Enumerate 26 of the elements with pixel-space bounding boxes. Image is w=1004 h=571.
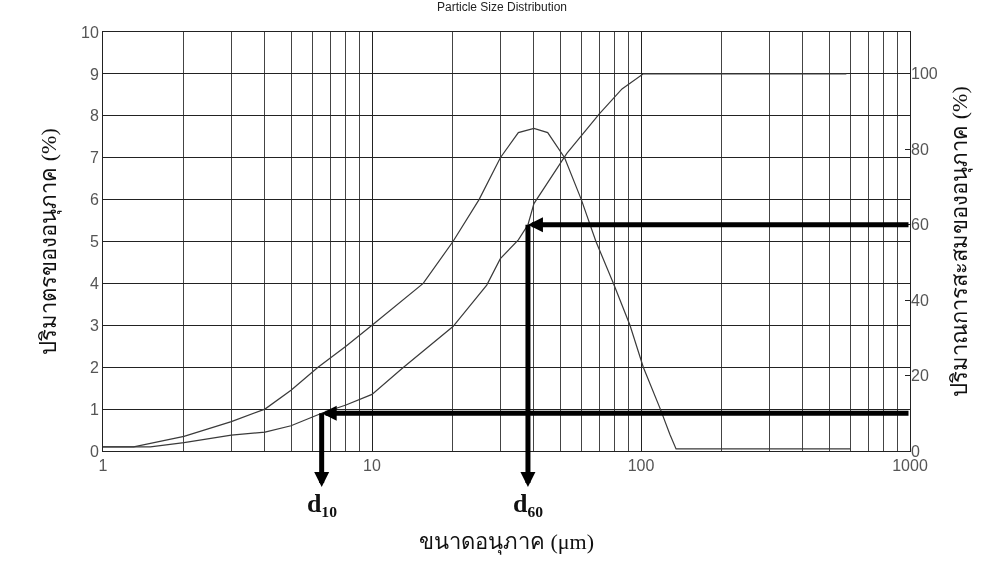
y2-tick-label: 80 bbox=[911, 140, 929, 158]
y-tick-label: 5 bbox=[89, 233, 99, 251]
y2-tick-label: 20 bbox=[911, 367, 929, 385]
y-tick-label: 2 bbox=[89, 358, 99, 376]
y-tick-label: 1 bbox=[89, 400, 99, 418]
y-tick-label: 9 bbox=[89, 65, 99, 83]
x-tick-label: 1000 bbox=[892, 457, 928, 475]
y2-tick-label: 0 bbox=[911, 442, 920, 460]
y2-tick-label: 60 bbox=[911, 216, 929, 234]
y2-axis-title: ปริมาณการสะสมของอนุภาค (%) bbox=[946, 86, 973, 397]
chart-title: Particle Size Distribution bbox=[436, 0, 568, 15]
annotation: d₆₀ bbox=[513, 489, 544, 518]
x-tick-label: 100 bbox=[627, 457, 655, 475]
x-axis-title: ขนาดอนุภาค (μm) bbox=[418, 529, 595, 556]
y2-tick-label: 100 bbox=[911, 65, 938, 83]
y-tick-label: 10 bbox=[81, 23, 99, 41]
y-tick-label: 7 bbox=[89, 149, 99, 167]
y-tick-label: 3 bbox=[89, 316, 99, 334]
y-tick-label: 6 bbox=[89, 191, 99, 209]
annotation: d₁₀ bbox=[307, 489, 338, 518]
y-tick-label: 8 bbox=[89, 107, 99, 125]
y-axis-title: ปริมาตรของอนุภาค (%) bbox=[35, 128, 62, 355]
y2-tick-label: 40 bbox=[911, 291, 929, 309]
x-tick-label: 10 bbox=[363, 457, 381, 475]
y-tick-label: 0 bbox=[89, 442, 99, 460]
y-tick-label: 4 bbox=[89, 275, 99, 292]
